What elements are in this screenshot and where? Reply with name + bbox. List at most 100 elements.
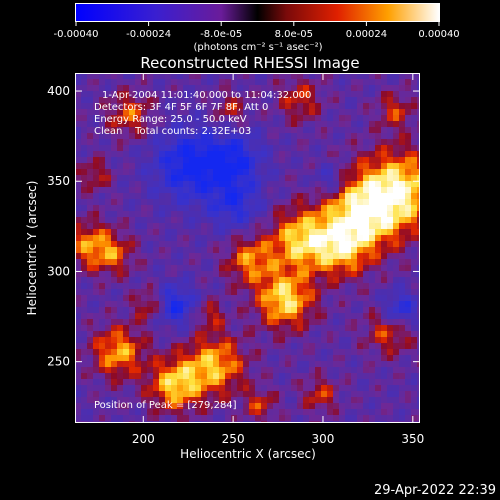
heatmap-cell (201, 157, 208, 164)
heatmap-cell (165, 205, 172, 212)
heatmap-cell (291, 145, 298, 152)
heatmap-cell (333, 103, 340, 110)
heatmap-cell (177, 145, 184, 152)
heatmap-cell (255, 199, 262, 206)
heatmap-cell (243, 391, 250, 398)
heatmap-cell (249, 211, 256, 218)
heatmap-cell (81, 91, 88, 98)
heatmap-cell (327, 277, 334, 284)
heatmap-cell (243, 331, 250, 338)
heatmap-cell (339, 181, 346, 188)
heatmap-cell (327, 253, 334, 260)
heatmap-cell (207, 187, 214, 194)
heatmap-cell (255, 409, 262, 416)
heatmap-cell (261, 223, 268, 230)
heatmap-cell (363, 187, 370, 194)
heatmap-cell (105, 157, 112, 164)
heatmap-cell (93, 271, 100, 278)
heatmap-cell (183, 91, 190, 98)
heatmap-cell (105, 109, 112, 116)
heatmap-cell (261, 271, 268, 278)
heatmap-cell (291, 217, 298, 224)
heatmap-cell (261, 115, 268, 122)
heatmap-cell (189, 301, 196, 308)
heatmap-cell (387, 121, 394, 128)
heatmap-cell (303, 247, 310, 254)
heatmap-cell (267, 337, 274, 344)
heatmap-cell (159, 349, 166, 356)
heatmap-cell (87, 397, 94, 404)
heatmap-cell (285, 421, 292, 423)
heatmap-cell (411, 103, 418, 110)
heatmap-cell (369, 331, 376, 338)
heatmap-cell (207, 133, 214, 140)
heatmap-cell (231, 289, 238, 296)
heatmap-cell (339, 247, 346, 254)
heatmap-cell (411, 91, 418, 98)
heatmap-cell (243, 397, 250, 404)
heatmap-cell (147, 97, 154, 104)
heatmap-cell (75, 259, 82, 266)
heatmap-cell (363, 211, 370, 218)
heatmap-cell (99, 391, 106, 398)
heatmap-cell (279, 355, 286, 362)
heatmap-cell (315, 169, 322, 176)
heatmap-cell (405, 319, 412, 326)
heatmap-cell (321, 73, 328, 80)
heatmap-cell (153, 301, 160, 308)
heatmap-cell (273, 355, 280, 362)
heatmap-cell (87, 133, 94, 140)
heatmap-cell (345, 127, 352, 134)
heatmap-cell (117, 397, 124, 404)
heatmap-cell (405, 241, 412, 248)
heatmap-cell (249, 331, 256, 338)
heatmap-cell (237, 145, 244, 152)
heatmap-cell (195, 217, 202, 224)
heatmap-cell (189, 79, 196, 86)
heatmap-cell (261, 169, 268, 176)
heatmap-cell (219, 409, 226, 416)
heatmap-cell (87, 391, 94, 398)
heatmap-cell (345, 109, 352, 116)
heatmap-cell (267, 325, 274, 332)
heatmap-cell (153, 199, 160, 206)
heatmap-cell (195, 157, 202, 164)
heatmap-cell (333, 241, 340, 248)
heatmap-cell (417, 175, 420, 182)
heatmap-cell (273, 151, 280, 158)
heatmap-cell (219, 217, 226, 224)
heatmap-cell (219, 199, 226, 206)
heatmap-cell (267, 217, 274, 224)
heatmap-cell (261, 331, 268, 338)
heatmap-cell (87, 319, 94, 326)
heatmap-cell (177, 187, 184, 194)
heatmap-cell (177, 127, 184, 134)
heatmap-cell (267, 391, 274, 398)
heatmap-cell (147, 373, 154, 380)
heatmap-cell (405, 295, 412, 302)
heatmap-cell (153, 91, 160, 98)
annotation-detectors: Detectors: 3F 4F 5F 6F 7F 8F, Att 0 (94, 102, 268, 113)
heatmap-cell (411, 385, 418, 392)
heatmap-cell (129, 109, 136, 116)
heatmap-cell (201, 199, 208, 206)
heatmap-cell (381, 181, 388, 188)
heatmap-cell (411, 403, 418, 410)
heatmap-cell (189, 277, 196, 284)
heatmap-cell (303, 403, 310, 410)
heatmap-cell (369, 421, 376, 423)
heatmap-cell (117, 115, 124, 122)
heatmap-cell (93, 349, 100, 356)
heatmap-cell (417, 373, 420, 380)
heatmap-cell (357, 295, 364, 302)
heatmap-cell (111, 97, 118, 104)
heatmap-cell (87, 151, 94, 158)
heatmap-cell (93, 97, 100, 104)
heatmap-cell (255, 97, 262, 104)
heatmap-cell (141, 145, 148, 152)
heatmap-cell (261, 97, 268, 104)
heatmap-cell (81, 151, 88, 158)
heatmap-cell (201, 175, 208, 182)
heatmap-cell (207, 247, 214, 254)
heatmap-cell (291, 367, 298, 374)
